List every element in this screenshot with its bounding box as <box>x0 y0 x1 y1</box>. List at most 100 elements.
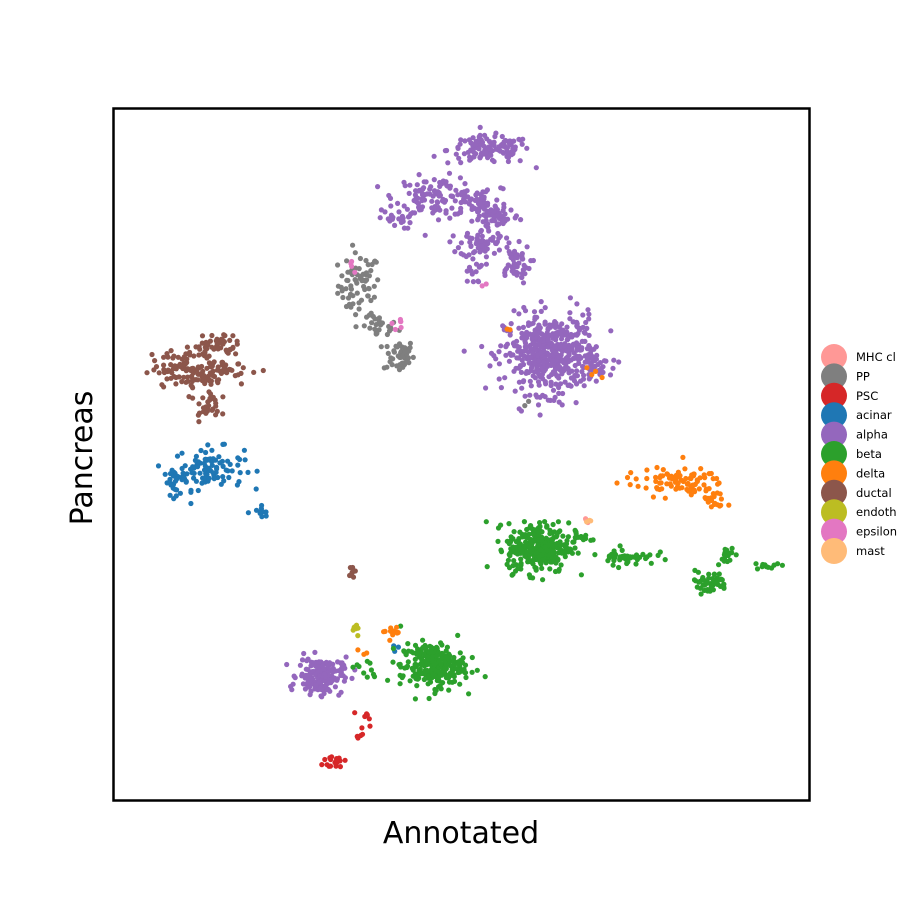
point <box>391 628 397 634</box>
point <box>716 480 722 486</box>
point <box>537 412 543 418</box>
point <box>616 359 622 365</box>
point <box>367 723 373 729</box>
point <box>312 671 318 678</box>
point <box>522 532 528 538</box>
point <box>557 528 563 534</box>
point <box>625 553 631 560</box>
point <box>359 725 365 731</box>
point <box>410 354 416 360</box>
point <box>568 548 574 554</box>
point <box>211 476 217 482</box>
point <box>207 391 214 397</box>
point <box>624 474 631 481</box>
point <box>537 325 543 331</box>
point <box>171 496 177 502</box>
point <box>417 204 423 210</box>
point <box>477 124 483 130</box>
point <box>524 244 530 250</box>
point <box>488 152 494 158</box>
point <box>514 338 520 344</box>
point <box>520 324 527 330</box>
point <box>263 513 269 519</box>
point <box>354 290 360 296</box>
point <box>390 659 396 665</box>
point <box>469 218 475 224</box>
point <box>207 456 213 462</box>
point <box>366 312 372 318</box>
point <box>718 577 724 583</box>
point <box>315 664 321 670</box>
point <box>385 350 391 356</box>
point <box>701 482 707 488</box>
point <box>538 299 544 305</box>
point <box>437 207 443 213</box>
point <box>530 320 536 326</box>
point <box>556 390 562 396</box>
point <box>556 399 562 405</box>
point <box>226 474 232 481</box>
point <box>571 539 577 545</box>
point <box>425 675 431 681</box>
point <box>438 640 444 646</box>
point <box>455 245 461 251</box>
point <box>575 550 581 556</box>
point <box>451 678 458 685</box>
point <box>673 486 679 492</box>
point <box>159 382 165 388</box>
point <box>172 486 178 492</box>
point <box>339 273 345 279</box>
point <box>562 343 568 349</box>
point <box>236 361 242 367</box>
point <box>196 344 202 350</box>
point <box>322 673 329 680</box>
point <box>477 132 483 138</box>
point <box>522 338 528 344</box>
point <box>593 344 599 350</box>
point <box>517 158 523 164</box>
point <box>156 370 162 376</box>
point <box>470 135 476 141</box>
point <box>538 547 544 553</box>
point <box>531 309 538 315</box>
point <box>533 165 539 171</box>
point <box>555 365 561 371</box>
point <box>510 352 516 358</box>
point <box>431 177 437 183</box>
point <box>373 322 379 328</box>
point <box>386 323 392 330</box>
point <box>553 320 559 326</box>
point <box>706 571 712 577</box>
point <box>401 179 407 185</box>
point <box>317 686 324 692</box>
point <box>510 544 516 550</box>
point <box>365 262 371 268</box>
point <box>512 270 518 276</box>
point <box>549 559 555 565</box>
point <box>578 572 585 578</box>
point <box>396 367 403 373</box>
point <box>504 244 510 250</box>
point <box>498 522 504 528</box>
point <box>209 332 215 339</box>
series-ductal <box>144 332 358 580</box>
point <box>353 312 359 318</box>
point <box>542 519 548 525</box>
point <box>387 637 393 643</box>
point <box>564 348 570 354</box>
point <box>431 153 437 159</box>
point <box>593 378 599 384</box>
point <box>407 182 413 188</box>
point <box>409 665 415 672</box>
point <box>406 348 412 354</box>
point <box>327 667 333 673</box>
point <box>218 370 224 376</box>
point <box>458 205 464 211</box>
point <box>507 251 513 257</box>
point <box>532 361 538 367</box>
point <box>412 656 418 663</box>
point <box>555 353 562 360</box>
point <box>521 519 528 525</box>
point <box>201 460 207 466</box>
point <box>434 645 440 651</box>
